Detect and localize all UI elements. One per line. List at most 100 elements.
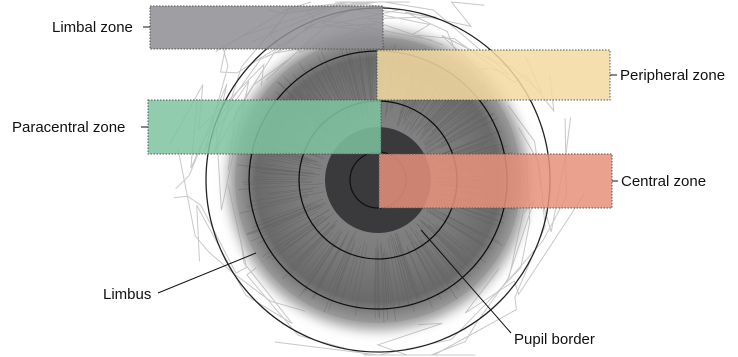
iris-fiber bbox=[304, 241, 338, 291]
iris-fiber bbox=[415, 222, 460, 273]
iris-fiber bbox=[374, 252, 377, 319]
iris-fiber bbox=[373, 247, 377, 302]
limbus-label: Limbus bbox=[103, 286, 151, 303]
iris-fiber bbox=[253, 176, 313, 179]
central-zone-label: Central zone bbox=[621, 173, 706, 190]
sclera-vessel bbox=[430, 192, 528, 356]
iris-fiber bbox=[441, 136, 485, 155]
peripheral-zone-box bbox=[376, 49, 611, 101]
iris-fiber bbox=[420, 220, 469, 267]
iris-fiber bbox=[378, 249, 380, 320]
iris-fiber bbox=[271, 213, 334, 261]
iris-fiber bbox=[331, 235, 354, 283]
iris-fiber bbox=[396, 236, 419, 299]
iris-fiber bbox=[293, 224, 337, 271]
iris-fiber bbox=[262, 216, 324, 258]
pupil-border-label: Pupil border bbox=[514, 331, 595, 348]
iris-fiber bbox=[425, 96, 494, 146]
iris-fiber bbox=[386, 250, 396, 322]
iris-fiber bbox=[255, 203, 316, 227]
iris-fiber bbox=[340, 47, 358, 109]
iris-fiber bbox=[253, 198, 323, 224]
iris-fiber bbox=[420, 239, 452, 284]
iris-fiber bbox=[428, 100, 471, 138]
iris-fiber bbox=[387, 238, 401, 307]
iris-fiber bbox=[410, 241, 442, 300]
iris-fiber bbox=[380, 244, 385, 323]
iris-fiber bbox=[252, 204, 313, 229]
iris-fiber bbox=[250, 206, 324, 242]
iris-fiber bbox=[418, 241, 458, 300]
iris-fiber bbox=[431, 207, 504, 246]
iris-fiber bbox=[418, 96, 465, 141]
iris-fiber bbox=[266, 186, 319, 194]
iris-fiber bbox=[414, 233, 444, 277]
iris-fiber bbox=[404, 229, 436, 285]
iris-fiber bbox=[299, 224, 335, 260]
iris-fiber bbox=[391, 234, 410, 308]
iris-fiber bbox=[275, 209, 330, 244]
iris-fiber bbox=[443, 214, 482, 236]
iris-fiber bbox=[440, 117, 499, 148]
iris-fiber bbox=[278, 215, 331, 254]
iris-fiber bbox=[427, 224, 461, 255]
iris-fiber bbox=[266, 221, 319, 259]
iris-fiber bbox=[367, 44, 373, 107]
iris-fiber bbox=[289, 223, 330, 260]
iris-fiber bbox=[313, 236, 346, 294]
iris-fiber bbox=[269, 159, 323, 170]
iris-fiber bbox=[335, 243, 356, 297]
sclera-vessel bbox=[173, 184, 248, 274]
iris-fiber bbox=[323, 249, 351, 313]
paracentral-zone-label: Paracentral zone bbox=[12, 119, 125, 136]
peripheral-zone-label: Peripheral zone bbox=[620, 67, 725, 84]
iris-fiber bbox=[409, 233, 440, 285]
iris-fiber bbox=[282, 224, 336, 280]
iris-fiber bbox=[424, 105, 489, 149]
iris-fiber bbox=[396, 245, 409, 289]
iris-fiber bbox=[268, 188, 314, 196]
iris-fiber bbox=[284, 219, 338, 273]
iris-fiber bbox=[252, 190, 314, 202]
iris-fiber bbox=[255, 171, 310, 176]
iris-fiber bbox=[424, 102, 478, 145]
sclera-vessel bbox=[196, 204, 293, 325]
iris-fiber bbox=[394, 233, 413, 290]
iris-fiber bbox=[398, 243, 419, 303]
iris-fiber bbox=[421, 220, 468, 264]
iris-fiber bbox=[381, 242, 386, 311]
iris-fiber bbox=[426, 125, 479, 155]
iris-fiber bbox=[304, 231, 342, 284]
limbal-zone-box bbox=[149, 5, 384, 50]
iris-fiber bbox=[426, 209, 493, 250]
iris-fiber bbox=[304, 232, 334, 266]
iris-fiber bbox=[406, 232, 432, 279]
iris-fiber bbox=[429, 211, 484, 245]
iris-fiber bbox=[434, 226, 467, 254]
iris-fiber bbox=[389, 234, 405, 302]
iris-fiber bbox=[424, 109, 472, 146]
limbus-leader bbox=[157, 252, 257, 294]
iris-fiber bbox=[421, 215, 464, 250]
limbal-zone-label: Limbal zone bbox=[52, 19, 133, 36]
iris-fiber bbox=[383, 252, 388, 298]
pupil-border-leader bbox=[420, 229, 512, 334]
sclera-vessel bbox=[507, 105, 572, 232]
sclera-vessel bbox=[335, 1, 431, 35]
iris-fiber bbox=[349, 245, 361, 289]
iris-fiber bbox=[304, 240, 339, 292]
iris-fiber bbox=[425, 209, 486, 248]
iris-fiber bbox=[340, 247, 358, 304]
iris-fiber bbox=[334, 230, 357, 282]
iris-fiber bbox=[422, 101, 472, 143]
iris-fiber bbox=[420, 224, 471, 277]
iris-fiber bbox=[436, 224, 487, 264]
sclera-vessel bbox=[246, 267, 392, 356]
iris-fiber bbox=[277, 209, 330, 242]
iris-fiber bbox=[423, 95, 455, 130]
iris-fiber bbox=[255, 168, 314, 175]
iris-fiber bbox=[264, 168, 311, 174]
iris-fiber bbox=[239, 196, 309, 214]
iris-fiber bbox=[306, 228, 341, 273]
